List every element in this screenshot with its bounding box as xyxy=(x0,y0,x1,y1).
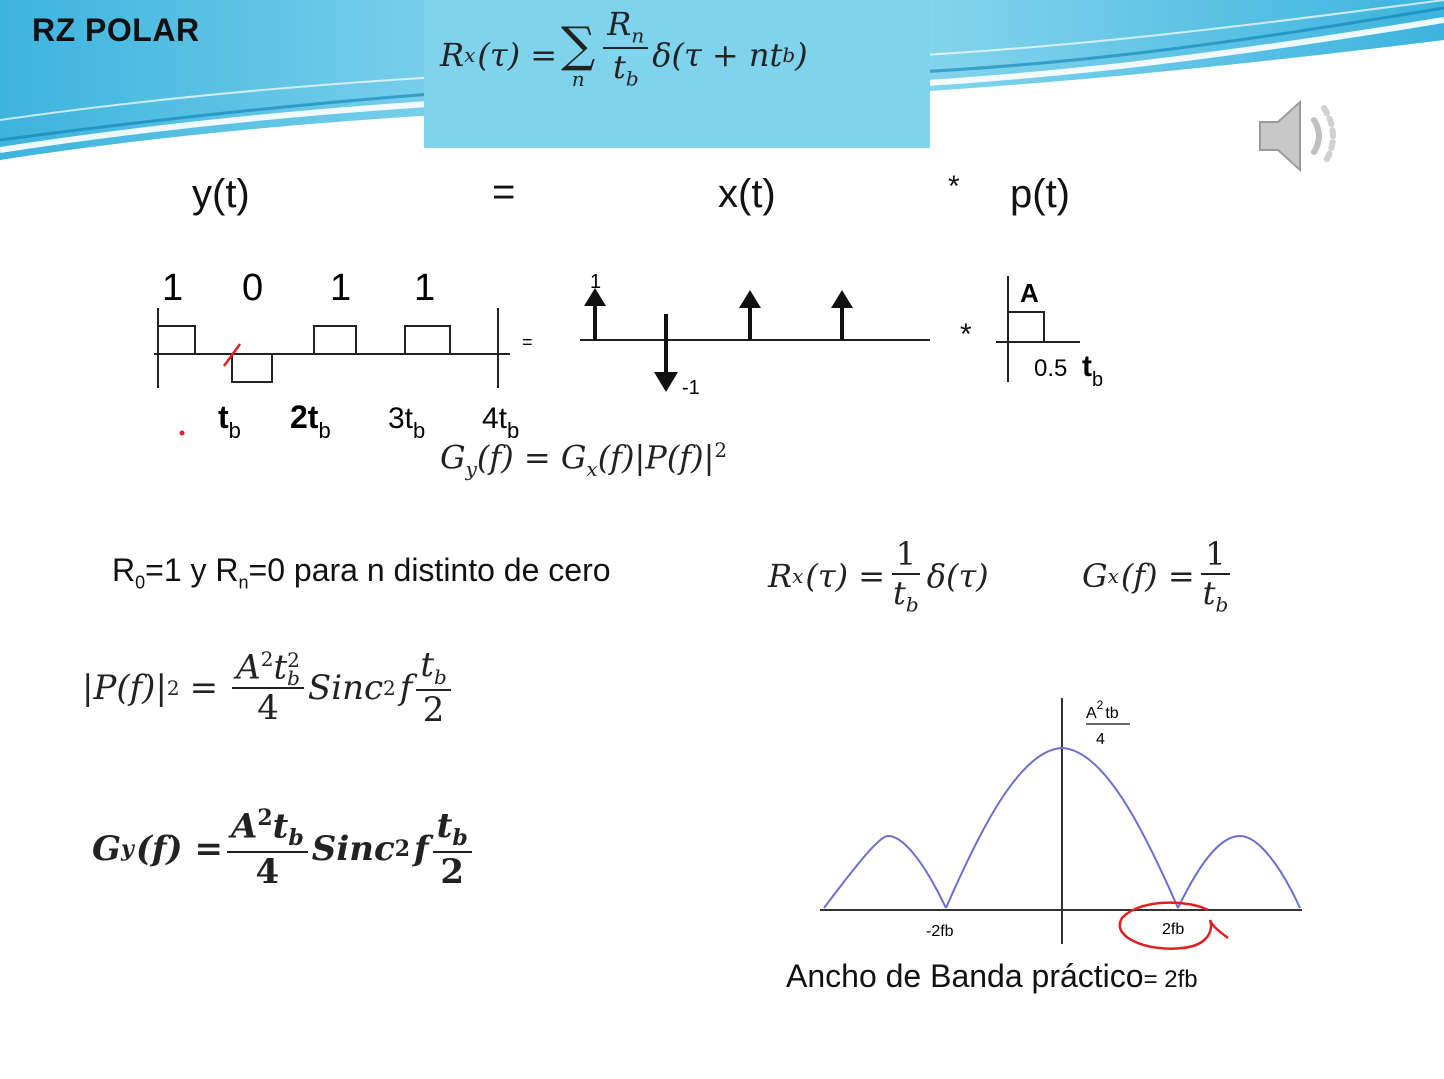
amplitude-label: A xyxy=(1020,278,1039,308)
y-of-t-label: y(t) xyxy=(192,172,250,216)
fraction-den: t xyxy=(612,48,626,87)
bit-label: 1 xyxy=(414,267,435,309)
tick-3tb: 3tb xyxy=(388,402,425,443)
bandwidth-note: Ancho de Banda práctico= 2fb xyxy=(786,958,1198,994)
delta-term: δ(τ + nt xyxy=(652,36,783,75)
small-equals: = xyxy=(522,332,533,352)
bit-label: 1 xyxy=(330,267,351,309)
speaker-icon[interactable] xyxy=(1250,92,1350,182)
impulse-up-arrow xyxy=(831,290,853,308)
bit-label: 0 xyxy=(242,267,263,309)
side-lobe-right xyxy=(1177,834,1301,909)
fraction-den-sub: b xyxy=(625,66,639,91)
rx-sub: x xyxy=(464,43,476,68)
side-lobe-left xyxy=(823,834,947,909)
equals-sign: = xyxy=(492,170,516,214)
slide-title: RZ POLAR xyxy=(32,12,200,48)
x-impulse-train-plot: 1 -1 xyxy=(580,271,930,399)
peak-label: A2 tb xyxy=(1086,698,1119,722)
sum-symbol: ∑ xyxy=(561,17,596,74)
tick-tb: tb xyxy=(218,399,241,443)
width-label: 0.5 xyxy=(1034,355,1067,382)
sinc-spectrum-plot: A2 tb 4 -2fb 2fb xyxy=(820,698,1302,950)
tb-label: tb xyxy=(1082,350,1103,391)
x-of-t-label: x(t) xyxy=(718,172,776,216)
rx-symbol: R xyxy=(440,36,465,75)
pulse-positive xyxy=(157,325,196,354)
tick-2tb: 2tb xyxy=(290,399,331,443)
impulse-down-arrow xyxy=(654,372,678,392)
red-dot xyxy=(179,430,185,436)
impulse-up-arrow xyxy=(584,288,606,306)
pulse-positive xyxy=(313,325,357,354)
impulse-label-down: -1 xyxy=(682,377,700,399)
y-waveform-plot: 1 0 1 1 = tb 2tb 3tb 4tb xyxy=(154,267,533,443)
neg-2fb-label: -2fb xyxy=(926,923,954,940)
red-annotation-stroke xyxy=(222,343,242,367)
delta-end: ) xyxy=(795,36,808,75)
impulse-up-arrow xyxy=(739,290,761,308)
sum-index: n xyxy=(571,67,585,92)
psd-relation: Gy(f) = Gx(f)|P(f)|2 xyxy=(440,438,728,482)
p-rect-pulse xyxy=(1007,311,1045,342)
tick-4tb: 4tb xyxy=(482,402,519,443)
autocorr-condition-text: R0=1 y Rn=0 para n distinto de cero xyxy=(112,552,611,593)
fraction-num: R xyxy=(607,5,632,43)
convolution-star-small: * xyxy=(960,318,972,351)
p-pulse-plot: A 0.5 tb xyxy=(996,276,1103,391)
main-lobe xyxy=(945,746,1179,909)
red-highlight-circle xyxy=(1118,901,1229,950)
bit-label: 1 xyxy=(162,267,183,309)
peak-denominator: 4 xyxy=(1096,731,1105,748)
pulse-positive xyxy=(404,325,451,354)
pos-2fb-label: 2fb xyxy=(1162,921,1184,938)
delta-sub: b xyxy=(782,43,796,68)
pf-squared-formula: |P(f)| 2 = A2t 2 b 4 Sinc 2 f tb 2 xyxy=(82,645,455,730)
convolution-star: * xyxy=(948,170,960,203)
rx-arg: (τ) = xyxy=(477,36,558,75)
p-of-t-label: p(t) xyxy=(1010,172,1070,216)
fraction-num-sub: n xyxy=(631,23,645,48)
impulse-label-up: 1 xyxy=(590,271,601,293)
pulse-negative xyxy=(231,354,273,383)
